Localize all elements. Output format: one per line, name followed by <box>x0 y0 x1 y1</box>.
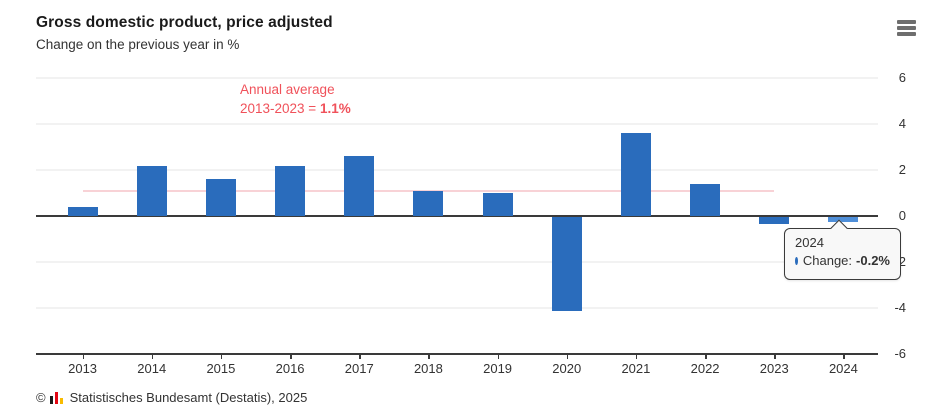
bar-2013[interactable] <box>67 206 98 216</box>
destatis-logo-icon <box>49 391 65 404</box>
bar-2018[interactable] <box>413 190 444 216</box>
bar-2024[interactable] <box>828 217 859 222</box>
x-axis-label-2013: 2013 <box>68 361 98 376</box>
tooltip-value: -0.2% <box>856 253 890 268</box>
x-axis-label-2024: 2024 <box>828 361 858 376</box>
x-axis-tick <box>705 354 707 359</box>
x-axis-tick <box>497 354 500 359</box>
chart-subtitle: Change on the previous year in % <box>36 37 240 52</box>
gridline--4 <box>36 306 878 309</box>
gridline-2 <box>36 169 878 172</box>
bar-2015[interactable] <box>205 179 236 216</box>
average-annotation: Annual average 2013-2023 = 1.1% <box>240 81 351 119</box>
bar-2017[interactable] <box>344 156 375 216</box>
chart-menu-button[interactable] <box>897 20 919 40</box>
x-axis-tick <box>82 354 85 359</box>
logo-bar-red <box>54 391 59 404</box>
bar-2023[interactable] <box>759 217 790 224</box>
x-axis-label-2014: 2014 <box>137 361 167 376</box>
bar-2016[interactable] <box>275 165 306 216</box>
bar-2019[interactable] <box>482 193 513 216</box>
x-axis-label-2018: 2018 <box>413 361 443 376</box>
bar-2014[interactable] <box>136 165 167 216</box>
x-axis-tick <box>290 354 292 359</box>
x-axis-label-2022: 2022 <box>690 361 720 376</box>
bar-2021[interactable] <box>620 133 651 216</box>
y-axis-label-2: 2 <box>898 162 906 178</box>
x-axis-label-2021: 2021 <box>621 361 651 376</box>
chart-title: Gross domestic product, price adjusted <box>36 14 333 31</box>
x-axis-tick <box>566 354 569 359</box>
x-axis-tick <box>359 354 361 359</box>
x-axis-label-2019: 2019 <box>483 361 513 376</box>
y-axis-label--4: -4 <box>894 299 906 315</box>
x-axis-tick <box>635 354 638 359</box>
gridline-4 <box>36 123 878 126</box>
x-axis-tick <box>220 354 223 359</box>
y-axis-label-0: 0 <box>898 208 906 223</box>
series-dot-icon <box>795 256 798 265</box>
copyright-symbol: © <box>36 390 46 405</box>
x-axis-label-2020: 2020 <box>552 361 582 376</box>
logo-bar-yellow <box>59 397 64 404</box>
x-axis-tick <box>151 354 154 359</box>
zero-line <box>36 215 878 217</box>
y-axis-label-4: 4 <box>898 116 906 132</box>
hamburger-icon <box>897 32 916 36</box>
footer-text: Statistisches Bundesamt (Destatis), 2025 <box>69 390 308 405</box>
x-axis-label-2015: 2015 <box>206 361 236 376</box>
tooltip-year: 2024 <box>795 235 824 250</box>
y-axis-label--6: -6 <box>894 345 906 361</box>
average-annotation-line1: Annual average <box>240 82 335 97</box>
tooltip: 2024 Change: -0.2% <box>784 219 901 280</box>
x-axis-tick <box>774 354 776 359</box>
x-axis-label-2017: 2017 <box>344 361 374 376</box>
y-axis-label-6: 6 <box>898 70 906 86</box>
average-annotation-line2: 2013-2023 = 1.1% <box>240 100 351 116</box>
bar-2022[interactable] <box>690 183 721 216</box>
footer: © Statistisches Bundesamt (Destatis), 20… <box>36 390 307 405</box>
bar-2020[interactable] <box>551 217 582 311</box>
tooltip-caret-icon <box>830 219 848 237</box>
gridline-6 <box>36 77 878 80</box>
gridline--6 <box>36 352 878 355</box>
logo-bar-black <box>49 395 54 404</box>
x-axis-tick <box>428 354 430 359</box>
tooltip-value-row: Change: -0.2% <box>795 253 890 268</box>
tooltip-label: Change: <box>802 253 853 268</box>
x-axis-label-2016: 2016 <box>275 361 305 376</box>
gridline--2 <box>36 260 878 263</box>
x-axis-tick <box>843 354 845 359</box>
x-axis-label-2023: 2023 <box>759 361 789 376</box>
hamburger-icon <box>897 20 916 24</box>
hamburger-icon <box>897 26 916 30</box>
